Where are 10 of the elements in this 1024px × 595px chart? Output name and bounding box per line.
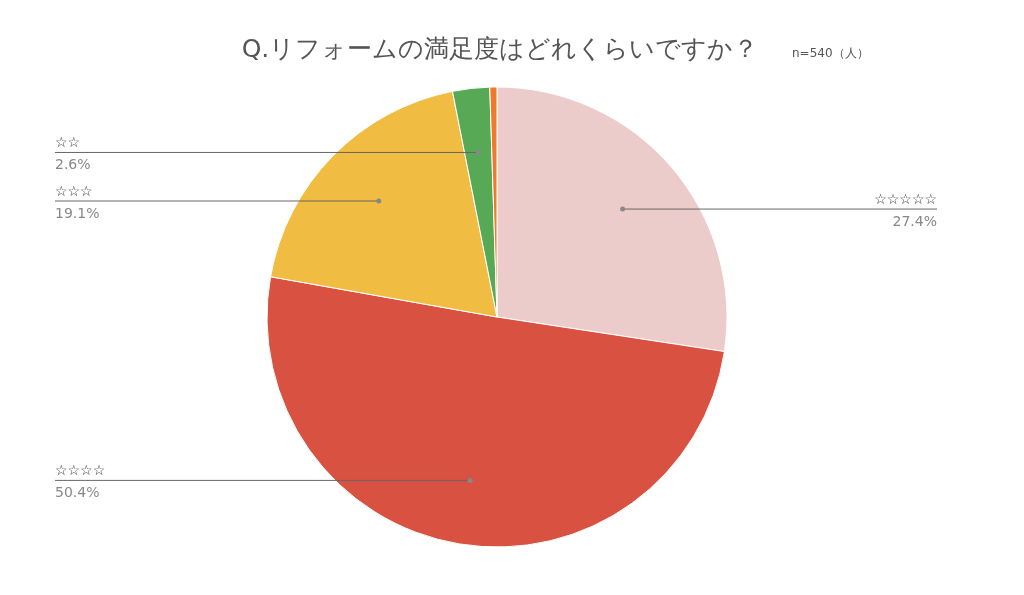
data-label: 50.4% bbox=[55, 484, 100, 501]
slice-label: ☆☆ bbox=[55, 134, 81, 151]
chart-title: Q.リフォームの満足度はどれくらいですか？ bbox=[241, 34, 759, 63]
data-label: 19.1% bbox=[55, 205, 100, 222]
chart-subtitle: n=540（人） bbox=[792, 46, 869, 60]
data-label: 27.4% bbox=[892, 213, 937, 230]
slice-label: ☆☆☆ bbox=[55, 183, 93, 200]
slice-label: ☆☆☆☆☆ bbox=[874, 191, 937, 208]
slice-label: ☆☆☆☆ bbox=[55, 462, 106, 479]
data-label: 2.6% bbox=[55, 156, 91, 173]
